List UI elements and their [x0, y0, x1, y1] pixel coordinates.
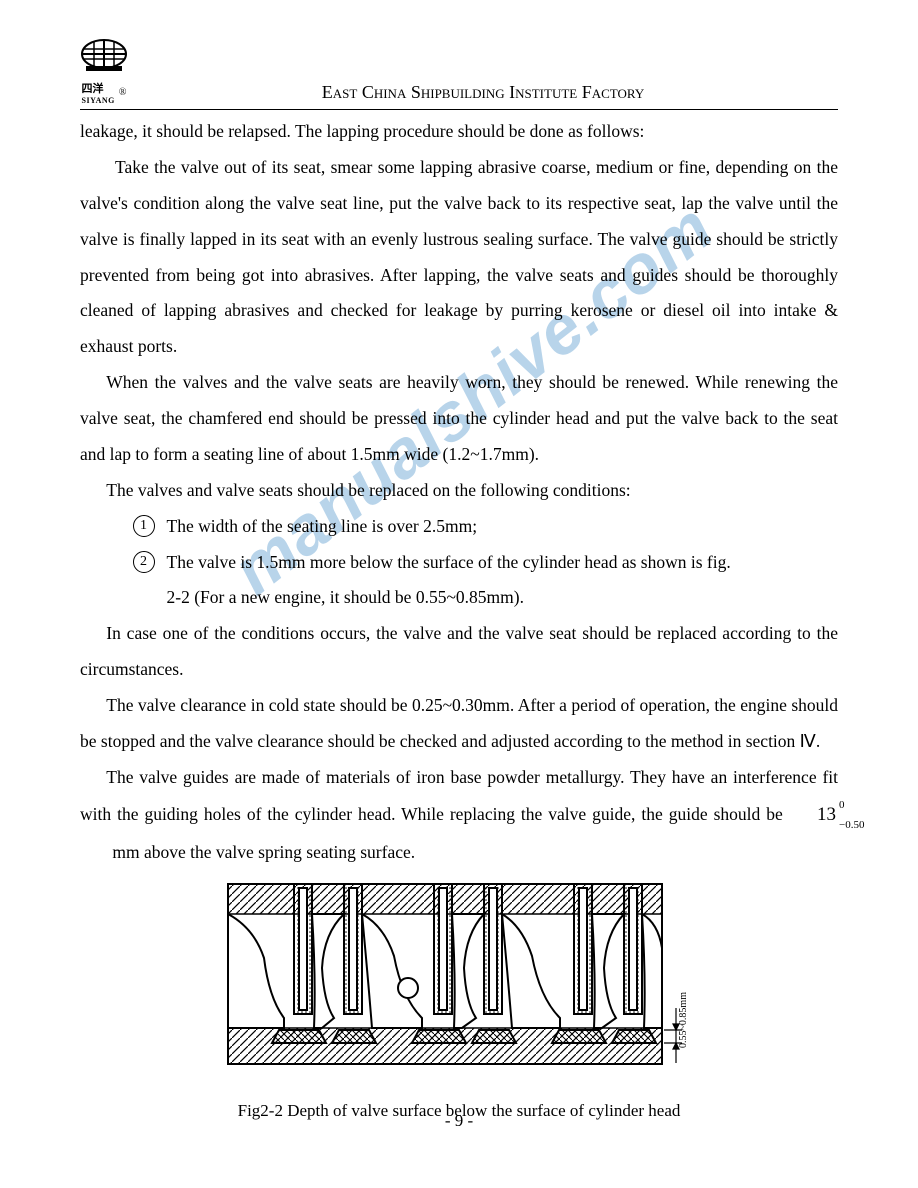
list-text-2: The valve is 1.5mm more below the surfac…: [167, 545, 839, 581]
paragraph-1: leakage, it should be relapsed. The lapp…: [80, 114, 838, 150]
logo-chinese-text: 四洋: [82, 80, 115, 96]
logo-block: 四洋 SIYANG ®: [80, 30, 128, 105]
registered-mark: ®: [119, 87, 127, 98]
list-item-2: 2 The valve is 1.5mm more below the surf…: [133, 545, 839, 581]
formula-superscript: 0: [813, 794, 845, 817]
logo-icon: [80, 30, 128, 78]
paragraph-7b: mm above the valve spring seating surfac…: [112, 842, 415, 862]
paragraph-2: Take the valve out of its seat, smear so…: [80, 150, 838, 365]
paragraph-3: When the valves and the valve seats are …: [80, 365, 838, 473]
list-continuation-2: 2-2 (For a new engine, it should be 0.55…: [167, 580, 839, 616]
header-title: East China Shipbuilding Institute Factor…: [168, 82, 798, 105]
paragraph-5: In case one of the conditions occurs, th…: [80, 616, 838, 688]
figure-diagram-icon: 0.55~0.85mm: [224, 878, 694, 1078]
paragraph-4: The valves and valve seats should be rep…: [80, 473, 838, 509]
figure-2-2: 0.55~0.85mm Fig2-2 Depth of valve surfac…: [80, 878, 838, 1121]
figure-caption: Fig2-2 Depth of valve surface below the …: [80, 1101, 838, 1121]
list-item-1: 1 The width of the seating line is over …: [133, 509, 839, 545]
list-marker-1: 1: [133, 515, 155, 537]
figure-dimension-label: 0.55~0.85mm: [678, 992, 689, 1048]
list-marker-2: 2: [133, 551, 155, 573]
paragraph-7a: The valve guides are made of materials o…: [80, 767, 838, 824]
paragraph-6: The valve clearance in cold state should…: [80, 688, 838, 760]
paragraph-7: The valve guides are made of materials o…: [80, 760, 838, 871]
page-header: 四洋 SIYANG ® East China Shipbuilding Inst…: [80, 30, 838, 110]
logo-english-text: SIYANG: [82, 96, 115, 105]
tolerance-formula: 13 0 −0.50: [791, 796, 836, 835]
list-text-1: The width of the seating line is over 2.…: [167, 509, 839, 545]
formula-subscript: −0.50: [813, 814, 865, 837]
